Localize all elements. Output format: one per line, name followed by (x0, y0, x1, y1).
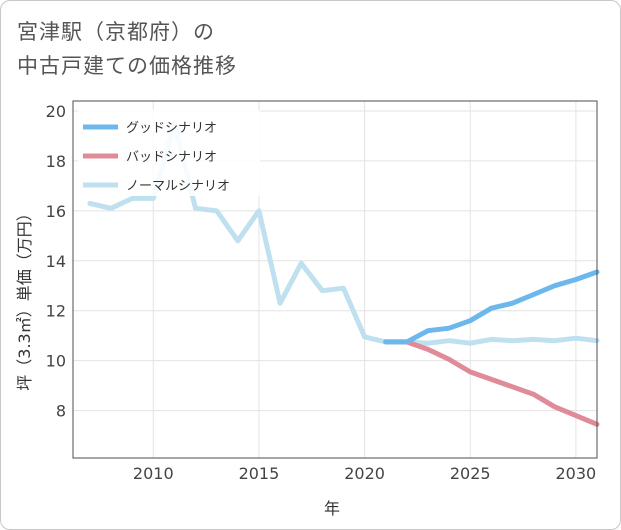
legend-label: バッドシナリオ (126, 150, 217, 165)
tick-labels: 8 10 12 14 16 18 20 2010 2015 2020 2025 2030 (46, 102, 597, 483)
y-tick-label: 12 (46, 302, 66, 321)
legend-label: ノーマルシナリオ (126, 179, 230, 194)
y-tick-label: 8 (56, 402, 66, 421)
x-tick-label: 2020 (344, 464, 385, 483)
legend-label: グッドシナリオ (126, 121, 217, 136)
series-line-1 (383, 269, 600, 345)
x-tick-label: 2015 (239, 464, 280, 483)
x-tick-label: 2030 (556, 464, 597, 483)
title-line-1: 宮津駅（京都府）の (17, 20, 215, 44)
y-tick-label: 18 (46, 152, 66, 171)
y-tick-label: 10 (46, 352, 66, 371)
series-line-2 (383, 339, 600, 427)
title-line-2: 中古戸建ての価格推移 (17, 54, 237, 78)
x-axis-label: 年 (324, 499, 340, 518)
y-tick-label: 16 (46, 202, 66, 221)
plot-frame (72, 100, 598, 459)
x-tick-label: 2010 (133, 464, 174, 483)
y-axis-label: 坪（3.3㎡）単価（万円） (15, 205, 34, 390)
legend-box (78, 110, 260, 196)
y-tick-label: 14 (46, 252, 66, 271)
y-tick-label: 20 (46, 102, 66, 121)
x-tick-label: 2025 (450, 464, 491, 483)
chart-title: 宮津駅（京都府）の 中古戸建ての価格推移 (17, 15, 237, 83)
